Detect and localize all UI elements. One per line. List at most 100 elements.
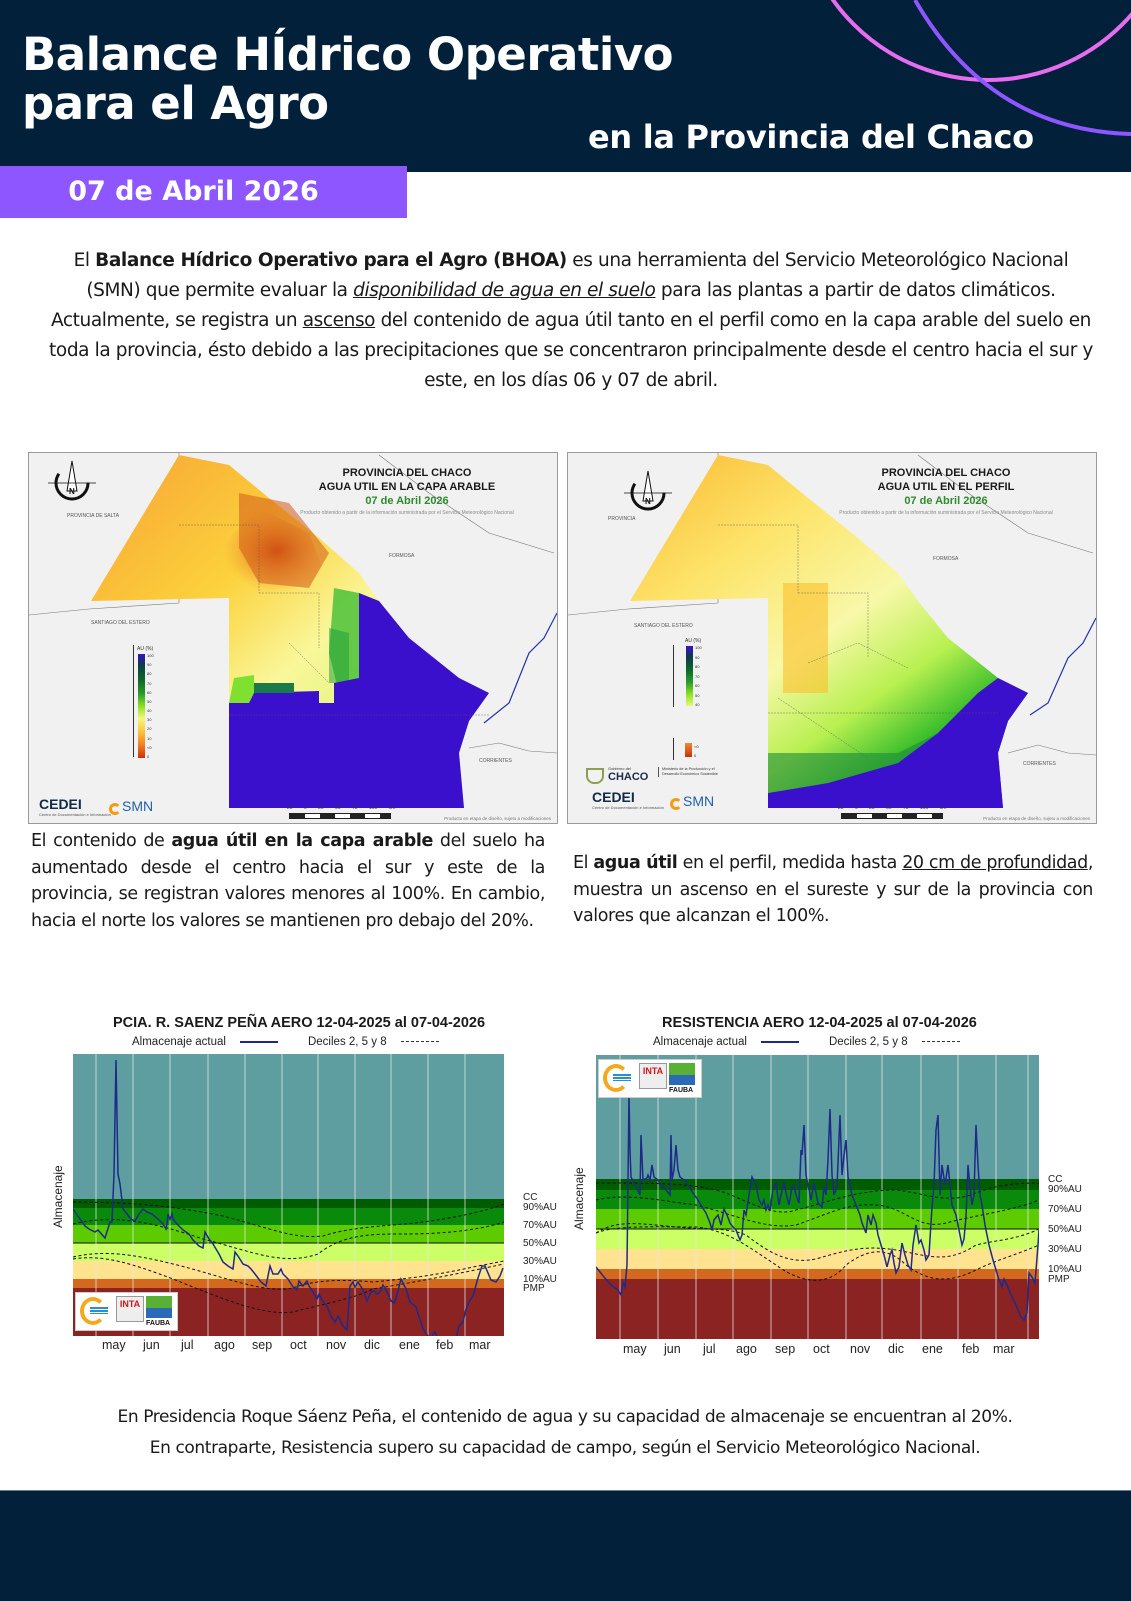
month-label: ago [736,1342,757,1356]
smn-waves-icon [90,1307,108,1314]
tick: 90 [695,654,700,660]
conclusion-line-2: En contraparte, Resistencia supero su ca… [149,1438,981,1458]
water-availability-emphasis: disponibilidad de agua en el suelo [353,280,656,301]
scale-label: 75 [903,805,909,811]
cedei-subtext: Centro de Documentación e Información [592,805,664,810]
cedei-text: CEDEI [39,796,82,812]
legend-label-deciles: Deciles 2, 5 y 8 [828,1036,908,1048]
month-label: feb [436,1338,454,1352]
scale-label: 25 [869,805,875,811]
tick: 50 [147,698,152,704]
month-label: jun [664,1342,681,1356]
chart-title: RESISTENCIA AERO 12-04-2025 al 07-04-202… [662,1015,977,1031]
y-axis-label: Almacenaje [572,1167,586,1230]
tick: 70 [695,673,700,679]
tick: 60 [695,683,700,688]
paragraph-capa-arable: El contenido de agua útil en la capa ara… [31,828,545,934]
month-label: may [623,1342,647,1356]
tick: 80 [695,664,700,669]
legend-dash-swatch [400,1041,439,1043]
month-label: mar [993,1342,1015,1356]
conclusion-text: En Presidencia Roque Sáenz Peña, el cont… [40,1402,1090,1464]
level-70: 70%AU [1048,1204,1082,1215]
text: en el perfil, medida hasta [677,853,903,873]
scale-label: 25 [318,805,324,811]
map-footer-note: Producto en etapa de diseño, sujeto a mo… [444,816,551,821]
intro-paragraph-2: Actualmente, se registra un ascenso del … [46,306,1096,396]
fauba-logo-icon [669,1063,695,1085]
legend-dash-swatch [921,1041,960,1043]
scale-labels: 25 0 25 50 75 100 km [838,805,946,811]
chart-legend: Almacenaje actual Deciles 2, 5 y 8 [653,1036,960,1048]
map-title-line-1: PROVINCIA DEL CHACO [342,467,472,479]
level-50: 50%AU [523,1238,557,1249]
region-label-salta: PROVINCIA DE SALTA [67,513,120,519]
map-title-line-2: AGUA UTIL EN EL PERFIL [877,481,1015,493]
tick: <0 [694,744,699,749]
legend-label-actual: Almacenaje actual [653,1036,747,1048]
smn-logo: SMN [670,793,714,810]
region-label-formosa: FORMOSA [933,556,959,562]
tick: 20 [147,726,152,732]
smn-text: SMN [122,798,154,814]
map-graphic: N [29,453,557,808]
date-badge: 07 de Abril 2026 [0,166,407,218]
intro-paragraph-1: El Balance Hídrico Operativo para el Agr… [46,246,1096,306]
scale-label: 50 [335,805,341,811]
scale-bar [841,813,943,819]
month-label: feb [962,1342,980,1356]
conclusion-line-1: En Presidencia Roque Sáenz Peña, el cont… [117,1407,1013,1427]
decorative-arcs-icon [830,0,1131,136]
map-source-note: Producto obtenido a partir de la informa… [839,510,1053,516]
tick: 30 [147,717,152,723]
legend2-colorbar [685,743,692,757]
legend-title: AU (%) [685,638,702,644]
title-line-2: para el Agro [22,77,329,130]
map-date: 07 de Abril 2026 [365,495,449,507]
month-label: dic [364,1338,380,1352]
legend2-rule [673,738,674,760]
scale-label: 100 km [368,805,396,811]
smn-logo-icon [109,803,121,815]
map-title: PROVINCIA DEL CHACO AGUA UTIL EN LA CAPA… [287,466,527,517]
text: Actualmente, se registra un [50,310,303,331]
header-banner: Balance HÍdrico Operativo para el Agro e… [0,0,1131,172]
chaco-leaf-icon [586,768,604,784]
map-date: 07 de Abril 2026 [904,495,988,507]
legend-line-swatch [760,1040,799,1043]
text: es una herramienta del Servicio Meteorol… [86,250,1069,301]
map-title-line-1: PROVINCIA DEL CHACO [881,467,1011,479]
map-capa-arable: N PROVINCIA DE SALTA FORMOSA SANTIAGO DE… [28,452,558,824]
text: del contenido de agua útil tanto en el p… [49,310,1093,391]
svg-text:N: N [69,487,75,496]
month-label: jul [181,1338,194,1352]
month-label: may [102,1338,126,1352]
tick: 40 [147,708,152,714]
tick: 50 [695,692,700,698]
tick: 0 [147,753,150,759]
level-90: 90%AU [1048,1184,1082,1195]
paragraph-perfil: El agua útil en el perfil, medida hasta … [573,850,1093,930]
text: para las plantas a partir de datos climá… [655,280,1056,301]
legend-ticks: 100 90 80 70 60 50 40 [695,645,702,707]
map-title: PROVINCIA DEL CHACO AGUA UTIL EN EL PERF… [826,466,1066,517]
footer-band [0,1490,1131,1601]
level-30: 30%AU [1048,1244,1082,1255]
bhoa-bold: Balance Hídrico Operativo para el Agro (… [95,250,567,271]
legend-rule [673,645,674,707]
map-footer-note: Producto en etapa de diseño, sujeto a mo… [983,816,1090,821]
level-10: 10%AU [523,1274,557,1285]
page-title: Balance HÍdrico Operativo para el Agro [22,30,674,130]
tick: 100 [695,645,702,650]
scale-label: 100 km [919,805,947,811]
tick: 10 [147,735,152,741]
month-label: jun [143,1338,160,1352]
tick: 80 [147,671,152,677]
month-label: ago [214,1338,235,1352]
map-graphic: N [568,453,1096,808]
month-label: ene [922,1342,943,1356]
region-label-santiago: SANTIAGO DEL ESTERO [634,623,693,629]
page-subtitle: en la Provincia del Chaco [588,118,1034,156]
legend-line-swatch [239,1040,278,1043]
tick: <0 [147,744,152,750]
